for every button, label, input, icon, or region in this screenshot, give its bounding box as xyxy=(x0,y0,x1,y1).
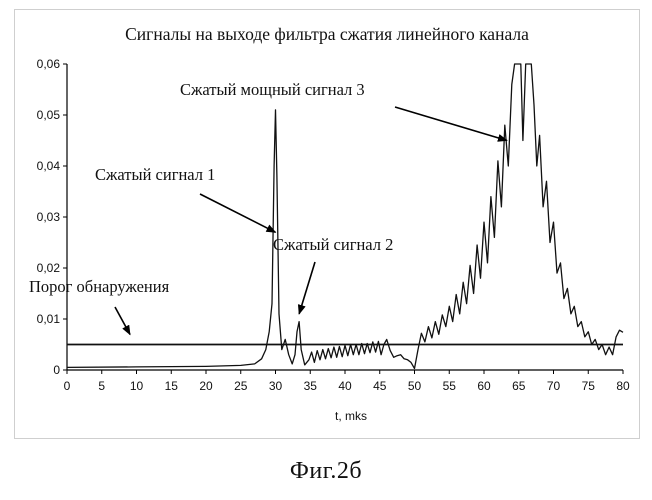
x-tick-label: 5 xyxy=(98,379,105,393)
chart-title: Сигналы на выходе фильтра сжатия линейно… xyxy=(125,24,529,44)
y-tick-label: 0,02 xyxy=(37,261,61,275)
x-tick-label: 70 xyxy=(547,379,561,393)
chart-frame: Сигналы на выходе фильтра сжатия линейно… xyxy=(14,9,640,439)
annotation-arrow xyxy=(199,193,277,234)
annotation-label: Сжатый мощный сигнал 3 xyxy=(180,80,365,99)
plot-area: 0 5 10 15 20 25 30 35 40 45 50 55 60 65 70 75 80 0 0,01 0,0… xyxy=(29,57,630,393)
x-tick-label: 25 xyxy=(234,379,248,393)
x-tick-label: 55 xyxy=(443,379,457,393)
figure-caption: Фиг.2б xyxy=(289,458,363,484)
x-tick-label: 0 xyxy=(64,379,71,393)
x-tick-label: 50 xyxy=(408,379,422,393)
x-tick-label: 45 xyxy=(373,379,387,393)
x-tick-label: 65 xyxy=(512,379,526,393)
x-tick-label: 15 xyxy=(165,379,179,393)
x-axis-label: t, mks xyxy=(335,409,367,423)
y-tick-label: 0,04 xyxy=(37,159,61,173)
y-tick-label: 0,05 xyxy=(37,108,61,122)
y-tick-label: 0,01 xyxy=(37,312,61,326)
threshold-label: Порог обнаружения xyxy=(29,277,170,296)
x-tick-label: 35 xyxy=(304,379,318,393)
annotation-label: Сжатый сигнал 2 xyxy=(273,235,393,254)
y-tick-label: 0,06 xyxy=(37,57,61,71)
y-tick-label: 0,03 xyxy=(37,210,61,224)
x-tick-label: 40 xyxy=(338,379,352,393)
x-tick-label: 10 xyxy=(130,379,144,393)
annotation-arrow xyxy=(394,106,508,142)
y-tick-label: 0 xyxy=(53,363,60,377)
annotation-label: Сжатый сигнал 1 xyxy=(95,165,215,184)
annotation-arrow xyxy=(297,261,316,315)
x-tick-label: 75 xyxy=(582,379,596,393)
chart: Сигналы на выходе фильтра сжатия линейно… xyxy=(29,24,630,423)
x-tick-label: 20 xyxy=(199,379,213,393)
threshold-arrow xyxy=(114,306,131,336)
signal-series-line xyxy=(66,63,624,370)
x-tick-label: 80 xyxy=(616,379,630,393)
x-tick-label: 60 xyxy=(477,379,491,393)
x-tick-label: 30 xyxy=(269,379,283,393)
